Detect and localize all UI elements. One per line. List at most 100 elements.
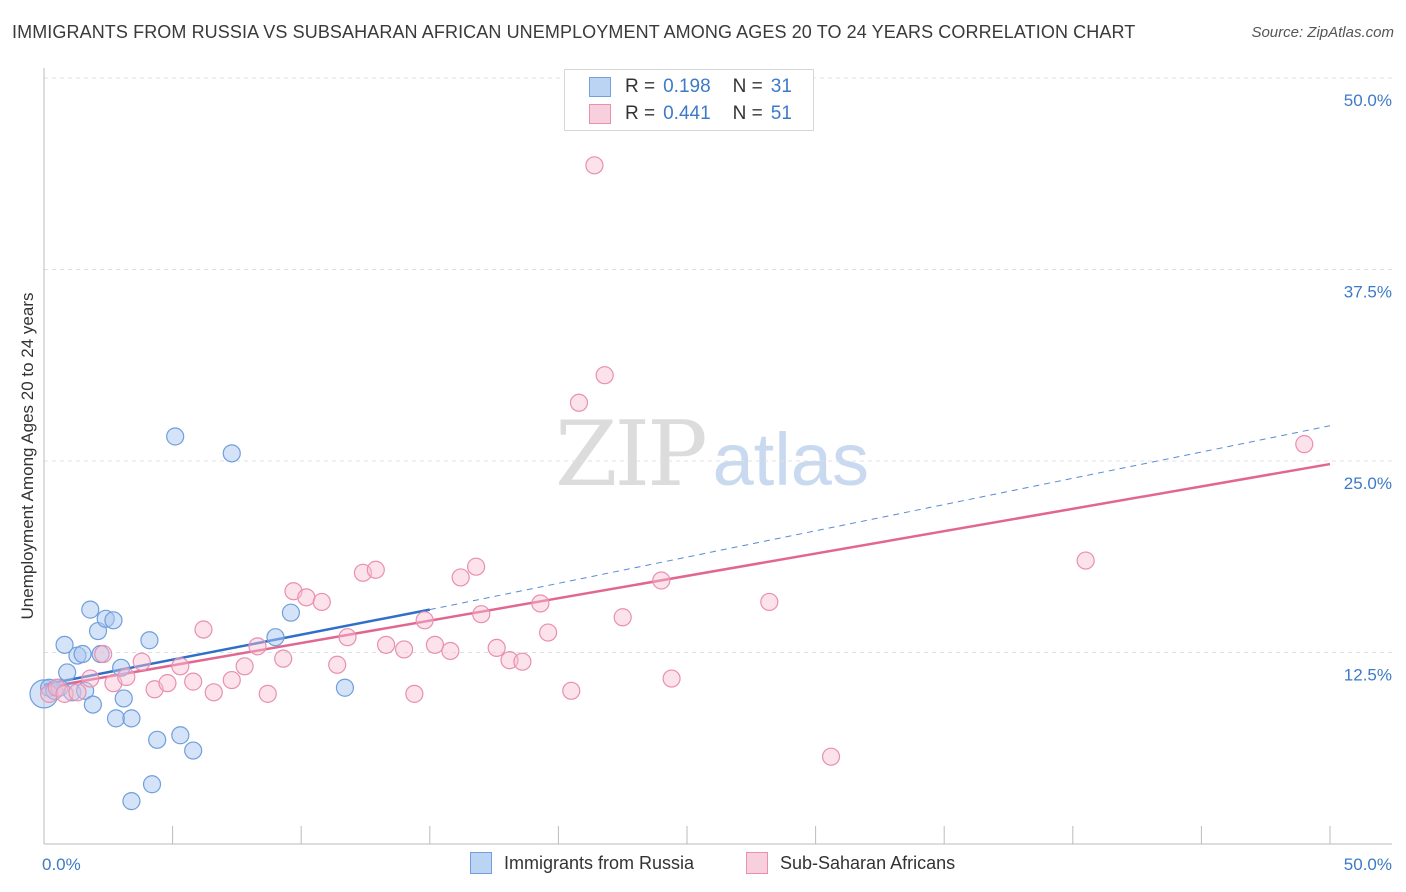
- data-point-russia: [166, 427, 185, 446]
- data-point-africans: [366, 560, 385, 579]
- data-point-russia: [104, 611, 123, 630]
- legend-swatch-blue: [589, 77, 611, 97]
- legend-row-africans: R = 0.441 N = 51: [589, 102, 792, 126]
- legend-n-label: N =: [732, 103, 763, 124]
- data-point-russia: [184, 741, 203, 760]
- legend-r-label: R =: [625, 103, 656, 124]
- data-point-africans: [132, 652, 151, 671]
- trend-line-russia: [43, 608, 431, 686]
- data-point-africans: [394, 640, 414, 659]
- data-point-russia: [222, 444, 241, 463]
- data-point-africans: [760, 592, 779, 612]
- legend-row-russia: R = 0.198 N = 31: [589, 75, 792, 99]
- data-point-africans: [297, 588, 316, 607]
- y-tick-label: 37.5%: [1344, 283, 1392, 302]
- legend-n-label: N =: [732, 76, 763, 97]
- watermark-zip: ZIP: [555, 402, 708, 507]
- legend-r-label: R =: [625, 76, 656, 97]
- data-point-africans: [569, 393, 589, 412]
- data-point-africans: [1076, 551, 1095, 570]
- data-point-russia: [112, 658, 131, 677]
- data-point-russia: [335, 678, 355, 697]
- data-point-africans: [117, 667, 136, 687]
- data-point-russia: [281, 603, 301, 622]
- tick-labels: 12.5% 25.0% 37.5% 50.0% 0.0% 50.0%: [42, 91, 1392, 874]
- bottom-legend-swatch-pink: [746, 852, 768, 874]
- axes: [43, 68, 1392, 845]
- data-point-africans: [194, 620, 213, 639]
- watermark-atlas: atlas: [712, 418, 869, 501]
- data-point-russia: [73, 644, 92, 664]
- data-point-africans: [274, 649, 293, 668]
- data-point-africans: [595, 366, 614, 385]
- data-point-africans: [821, 747, 841, 766]
- data-point-russia: [122, 792, 141, 811]
- data-point-africans: [562, 681, 581, 700]
- data-point-africans: [425, 635, 445, 654]
- bottom-legend-swatch-blue: [470, 852, 492, 874]
- data-point-africans: [222, 670, 241, 690]
- data-point-africans: [415, 611, 434, 630]
- trend-line-africans: [43, 462, 1331, 689]
- legend-n-value: 51: [770, 103, 792, 124]
- series-immigrants-from-russia: [29, 427, 355, 811]
- bottom-legend-russia: Immigrants from Russia: [470, 852, 694, 874]
- data-point-africans: [585, 156, 604, 175]
- legend-r-value: 0.198: [663, 76, 711, 97]
- legend-r-value: 0.441: [663, 103, 711, 124]
- data-point-russia: [266, 628, 285, 647]
- y-tick-label: 50.0%: [1344, 91, 1392, 110]
- data-point-africans: [531, 594, 550, 613]
- data-point-africans: [68, 683, 87, 702]
- data-point-africans: [258, 684, 277, 703]
- data-point-russia: [83, 695, 102, 714]
- data-point-africans: [312, 592, 331, 612]
- data-point-africans: [662, 669, 681, 688]
- data-point-africans: [204, 683, 223, 702]
- bottom-legend-africans: Sub-Saharan Africans: [746, 852, 955, 874]
- data-point-russia: [58, 663, 77, 682]
- data-point-africans: [81, 669, 100, 688]
- data-point-africans: [328, 655, 347, 674]
- data-point-africans: [472, 605, 491, 624]
- data-point-russia: [55, 635, 74, 654]
- data-point-russia: [140, 631, 159, 650]
- gridlines: [44, 77, 1392, 653]
- data-point-russia: [122, 709, 141, 728]
- data-point-russia: [81, 600, 100, 619]
- data-point-africans: [184, 672, 203, 691]
- data-point-russia: [142, 775, 162, 794]
- data-point-africans: [451, 568, 470, 587]
- x-tick-label-max: 50.0%: [1344, 855, 1392, 874]
- legend-swatch-pink: [589, 104, 611, 124]
- data-point-africans: [248, 637, 267, 656]
- data-point-russia: [171, 726, 190, 745]
- data-point-africans: [376, 635, 396, 654]
- y-tick-label: 25.0%: [1344, 474, 1392, 493]
- series-sub-saharan-africans: [40, 156, 1314, 766]
- data-point-russia: [106, 709, 126, 728]
- trend-lines: [43, 425, 1331, 689]
- correlation-legend: R = 0.198 N = 31 R = 0.441 N = 51: [564, 69, 814, 131]
- data-point-africans: [539, 623, 558, 642]
- data-point-africans: [487, 638, 506, 658]
- source-label: Source: ZipAtlas.com: [1251, 24, 1394, 41]
- data-point-africans: [405, 684, 424, 703]
- data-point-africans: [441, 641, 460, 661]
- data-point-africans: [513, 652, 532, 671]
- legend-n-value: 31: [770, 76, 792, 97]
- chart-title: IMMIGRANTS FROM RUSSIA VS SUBSAHARAN AFR…: [12, 22, 1136, 42]
- y-tick-label: 12.5%: [1344, 666, 1392, 685]
- data-point-russia: [114, 689, 133, 708]
- data-point-africans: [652, 571, 671, 590]
- data-point-russia: [148, 730, 167, 749]
- watermark: ZIP atlas: [555, 402, 869, 507]
- x-tick-label-min: 0.0%: [42, 855, 81, 874]
- bottom-legend-label-africans: Sub-Saharan Africans: [780, 852, 956, 873]
- trend-line-russia-extended: [429, 425, 1331, 611]
- data-point-africans: [466, 557, 486, 576]
- data-point-africans: [235, 657, 254, 676]
- data-point-africans: [94, 644, 113, 664]
- bottom-legend-label-russia: Immigrants from Russia: [504, 852, 695, 873]
